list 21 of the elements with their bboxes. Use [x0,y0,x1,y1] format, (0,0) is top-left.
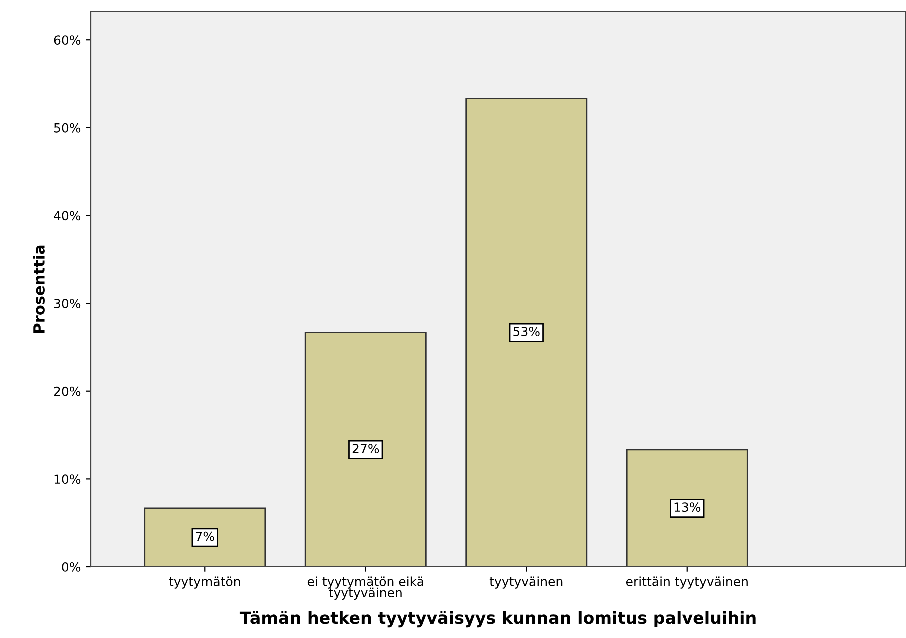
y-tick-label: 60% [54,36,81,46]
bar [144,508,266,567]
y-tick-label: 40% [54,211,81,221]
y-tick-label: 0% [62,562,81,572]
x-tick-label: tyytymätön [169,576,240,589]
y-tick-label: 50% [54,123,81,133]
y-axis-title: Prosenttia [33,246,45,333]
x-tick-label: erittäin tyytyväinen [626,576,748,589]
x-tick-label: ei tyytymätön eikä tyytyväinen [308,576,424,600]
data-label: 7% [196,532,214,542]
data-label: 13% [674,502,701,512]
bar [304,332,427,567]
data-label: 53% [514,327,540,336]
x-axis-title: Tämän hetken tyytyväisyys kunnan lomitus palveluihin [240,611,756,628]
x-tick-label: tyytyväinen [490,576,563,589]
data-label: 27% [352,444,380,454]
bar [626,449,748,567]
y-tick-label: 10% [54,474,81,484]
bar [466,98,588,567]
y-tick-label: 20% [54,386,81,396]
y-tick-label: 30% [54,299,81,308]
